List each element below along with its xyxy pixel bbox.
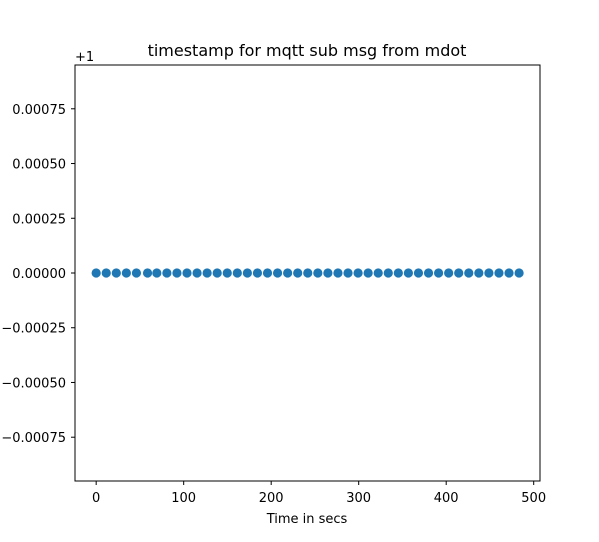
data-point — [293, 268, 303, 278]
data-point — [333, 268, 343, 278]
data-point — [433, 268, 444, 278]
y-axis: 0.00075 0.00050 0.00025 0.00000 −0.00025 −0.0… — [1, 103, 75, 446]
x-tick-label: 300 — [346, 491, 371, 506]
y-tick-label: 0.00025 — [12, 212, 66, 227]
data-point — [373, 268, 383, 278]
data-point — [232, 268, 242, 278]
y-tick-label: −0.00075 — [1, 431, 66, 446]
data-point — [454, 268, 464, 278]
data-point — [313, 268, 323, 278]
y-tick-label: 0.00000 — [12, 267, 66, 282]
data-point — [343, 268, 353, 278]
data-point — [353, 268, 363, 278]
y-offset-label: +1 — [75, 50, 94, 65]
data-point — [423, 268, 434, 278]
data-points — [91, 268, 524, 278]
y-tick-label: −0.00050 — [1, 376, 66, 391]
x-tick-label: 200 — [259, 491, 284, 506]
data-point — [303, 268, 313, 278]
data-point — [212, 268, 222, 278]
data-point — [464, 268, 474, 278]
data-point — [131, 268, 142, 278]
data-point — [152, 268, 162, 278]
x-tick-label: 500 — [521, 491, 546, 506]
y-tick-label: −0.00025 — [1, 322, 66, 337]
data-point — [474, 268, 484, 278]
data-point — [403, 268, 413, 278]
data-point — [383, 268, 393, 278]
data-point — [142, 268, 153, 278]
data-point — [444, 268, 454, 278]
data-point — [413, 268, 424, 278]
data-point — [283, 268, 293, 278]
chart-title: timestamp for mqtt sub msg from mdot — [148, 41, 467, 60]
data-point — [514, 268, 524, 278]
x-tick-label: 0 — [92, 491, 100, 506]
data-point — [363, 268, 373, 278]
data-point — [101, 268, 111, 278]
data-point — [121, 268, 131, 278]
data-point — [172, 268, 182, 278]
data-point — [182, 268, 192, 278]
x-tick-label: 100 — [171, 491, 196, 506]
data-point — [192, 268, 202, 278]
y-tick-label: 0.00075 — [12, 103, 66, 118]
data-point — [222, 268, 232, 278]
data-point — [262, 268, 273, 278]
x-axis-label: Time in secs — [266, 512, 348, 527]
data-point — [484, 268, 494, 278]
data-point — [494, 268, 504, 278]
y-tick-label: 0.00050 — [12, 158, 66, 173]
data-point — [323, 268, 333, 278]
data-point — [242, 268, 252, 278]
data-point — [504, 268, 514, 278]
data-point — [111, 268, 121, 278]
data-point — [91, 268, 101, 278]
data-point — [272, 268, 283, 278]
data-point — [162, 268, 172, 278]
data-point — [393, 268, 403, 278]
x-tick-label: 400 — [434, 491, 459, 506]
data-point — [202, 268, 212, 278]
data-point — [252, 268, 263, 278]
x-axis: 0 100 200 300 400 500 — [92, 481, 546, 506]
